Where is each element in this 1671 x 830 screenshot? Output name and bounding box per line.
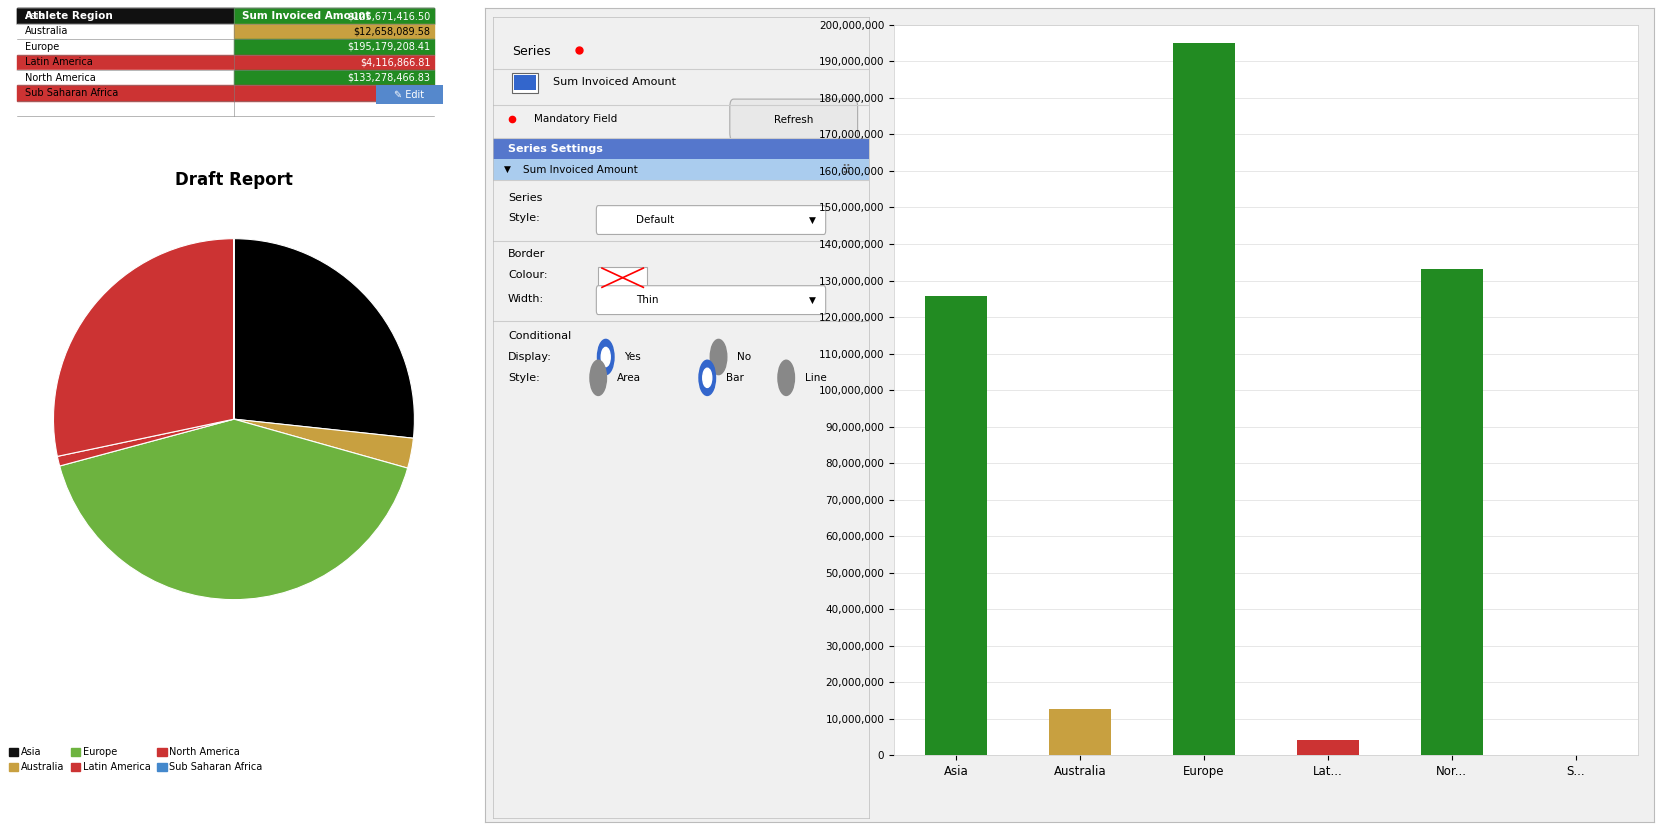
Text: Yes: Yes <box>625 352 642 362</box>
Text: Line: Line <box>805 373 827 383</box>
Bar <box>234 85 434 100</box>
Text: ✎ Edit: ✎ Edit <box>394 90 424 100</box>
Wedge shape <box>53 239 234 457</box>
Legend: Asia, Australia, Europe, Latin America, North America, Sub Saharan Africa: Asia, Australia, Europe, Latin America, … <box>5 744 267 776</box>
Bar <box>234 55 434 70</box>
Text: Series Settings: Series Settings <box>508 144 603 154</box>
Bar <box>17 24 234 39</box>
Text: Style:: Style: <box>508 373 540 383</box>
Text: $31,290.94: $31,290.94 <box>374 88 431 98</box>
Text: $125,671,416.50: $125,671,416.50 <box>348 11 431 21</box>
Text: Sum Invoiced Amount: Sum Invoiced Amount <box>523 164 638 174</box>
Bar <box>1049 709 1111 755</box>
Text: Series: Series <box>508 193 543 203</box>
Circle shape <box>602 348 610 367</box>
Text: $12,658,089.58: $12,658,089.58 <box>353 27 431 37</box>
Bar <box>1173 42 1235 755</box>
Bar <box>493 139 869 159</box>
Text: Display:: Display: <box>508 352 551 362</box>
Title: Draft Report: Draft Report <box>175 171 292 189</box>
Circle shape <box>779 360 794 395</box>
Bar <box>17 8 434 24</box>
Circle shape <box>698 360 715 395</box>
Text: Mandatory Field: Mandatory Field <box>535 114 618 124</box>
Circle shape <box>590 360 607 395</box>
Bar <box>17 85 234 100</box>
Bar <box>234 70 434 85</box>
Wedge shape <box>60 419 408 599</box>
Bar <box>17 39 234 55</box>
Text: Width:: Width: <box>508 294 545 304</box>
Bar <box>511 73 538 93</box>
Text: Thin: Thin <box>635 295 658 305</box>
Wedge shape <box>57 419 234 466</box>
Text: Australia: Australia <box>25 27 69 37</box>
Wedge shape <box>234 419 413 468</box>
Text: Default: Default <box>635 215 673 225</box>
Text: Refresh: Refresh <box>774 115 814 125</box>
Text: Europe: Europe <box>25 42 58 51</box>
Text: Sum Invoiced Amount: Sum Invoiced Amount <box>553 77 677 87</box>
Text: Border: Border <box>508 250 545 260</box>
Text: Athlete Region: Athlete Region <box>25 11 114 21</box>
Text: Colour:: Colour: <box>508 271 548 281</box>
Circle shape <box>710 339 727 374</box>
Text: $195,179,208.41: $195,179,208.41 <box>348 42 431 51</box>
Bar <box>1297 740 1359 755</box>
Text: Conditional: Conditional <box>508 331 571 341</box>
Circle shape <box>598 339 613 374</box>
Text: No: No <box>737 352 752 362</box>
Bar <box>234 8 434 24</box>
Text: Series: Series <box>511 45 550 57</box>
Bar <box>513 75 536 90</box>
Circle shape <box>703 369 712 388</box>
Text: Latin America: Latin America <box>25 57 94 67</box>
Bar <box>493 159 869 180</box>
Text: $4,116,866.81: $4,116,866.81 <box>359 57 431 67</box>
Bar <box>17 55 234 70</box>
Text: ▼: ▼ <box>809 295 815 305</box>
Text: ▼: ▼ <box>809 216 815 225</box>
FancyBboxPatch shape <box>730 99 857 141</box>
Text: ⠿: ⠿ <box>841 163 851 176</box>
Text: Sub Saharan Africa: Sub Saharan Africa <box>25 88 119 98</box>
Text: $133,278,466.83: $133,278,466.83 <box>348 73 431 83</box>
Text: ▼: ▼ <box>505 165 511 174</box>
Bar <box>17 70 234 85</box>
FancyBboxPatch shape <box>597 286 825 315</box>
Text: North America: North America <box>25 73 95 83</box>
Bar <box>234 39 434 55</box>
FancyBboxPatch shape <box>597 206 825 234</box>
Wedge shape <box>234 239 414 438</box>
Text: Style:: Style: <box>508 213 540 223</box>
Text: Asia: Asia <box>25 11 45 21</box>
Text: Bar: Bar <box>727 373 744 383</box>
Bar <box>1420 269 1482 755</box>
Bar <box>17 8 234 24</box>
Bar <box>598 267 647 288</box>
Text: Area: Area <box>617 373 642 383</box>
Bar <box>926 296 988 755</box>
Bar <box>234 24 434 39</box>
Text: Sum Invoiced Amount: Sum Invoiced Amount <box>242 11 371 21</box>
